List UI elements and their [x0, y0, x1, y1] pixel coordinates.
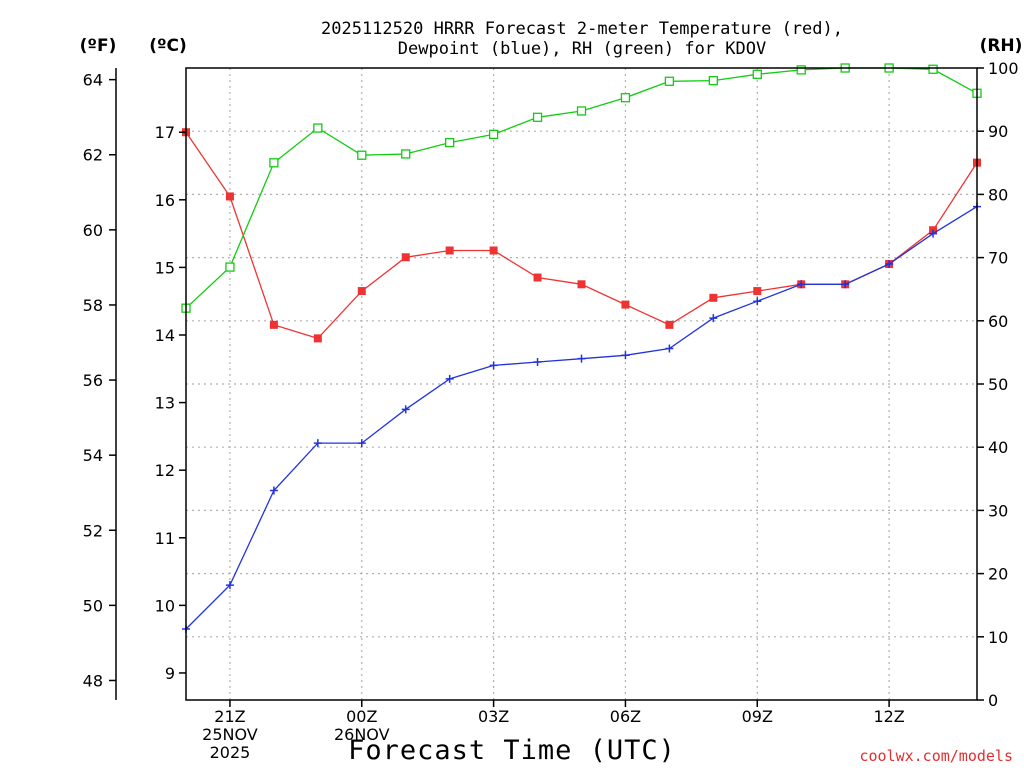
- x-tick-label: 12Z: [873, 707, 904, 726]
- celsius-tick-label: 14: [155, 326, 175, 345]
- rh-tick-label: 0: [988, 691, 998, 710]
- series-layer: [181, 63, 982, 634]
- temperature-point: [621, 300, 630, 309]
- rh-point: [445, 137, 455, 148]
- dewpoint-point: [665, 344, 674, 353]
- dewpoint-point: [313, 439, 322, 448]
- rh-tick-label: 60: [988, 312, 1008, 331]
- rh-tick-label: 10: [988, 628, 1008, 647]
- grid-lines: [186, 68, 977, 700]
- celsius-tick-label: 17: [155, 123, 175, 142]
- rh-unit-label: (RH): [980, 36, 1023, 56]
- rh-point: [401, 149, 411, 159]
- dewpoint-point: [357, 439, 366, 448]
- fahrenheit-tick-label: 50: [83, 596, 103, 615]
- x-axis-label: Forecast Time (UTC): [348, 735, 676, 766]
- celsius-tick-label: 9: [165, 664, 175, 683]
- x-tick-label: 09Z: [742, 707, 773, 726]
- dewpoint-point: [401, 405, 410, 414]
- temperature-point: [489, 246, 498, 255]
- rh-point: [752, 69, 762, 79]
- dewpoint-point: [489, 361, 498, 370]
- rh-point: [664, 76, 675, 86]
- fahrenheit-tick-label: 56: [83, 371, 103, 390]
- rh-tick-label: 100: [988, 59, 1019, 78]
- celsius-tick-label: 16: [155, 191, 175, 210]
- dewpoint-point: [753, 297, 762, 306]
- temperature-point: [709, 293, 718, 302]
- rh-tick-label: 20: [988, 565, 1008, 584]
- x-tick-label: 2025: [210, 743, 251, 762]
- fahrenheit-tick-label: 62: [83, 146, 103, 165]
- x-tick-label: 25NOV: [202, 725, 258, 744]
- dewpoint-point: [533, 358, 542, 367]
- fahrenheit-tick-label: 52: [83, 521, 103, 540]
- rh-point: [708, 75, 718, 86]
- dewpoint-point: [269, 486, 278, 495]
- dewpoint-point: [709, 314, 718, 323]
- x-tick-label: 21Z: [214, 707, 245, 726]
- temperature-point: [269, 320, 278, 329]
- rh-point: [269, 158, 279, 168]
- celsius-unit-label: (ºC): [149, 36, 187, 56]
- celsius-tick-label: 15: [155, 258, 175, 277]
- dewpoint-point: [445, 374, 454, 383]
- fahrenheit-tick-label: 64: [83, 71, 103, 90]
- dewpoint-point: [577, 354, 586, 363]
- dewpoint-point: [885, 260, 894, 269]
- dewpoint-point: [841, 280, 850, 289]
- credit-text: coolwx.com/models: [859, 747, 1013, 765]
- fahrenheit-tick-label: 58: [83, 296, 103, 315]
- temperature-point: [357, 287, 366, 296]
- rh-tick-label: 70: [988, 249, 1008, 268]
- temperature-point: [665, 320, 674, 329]
- x-tick-label: 26NOV: [334, 725, 390, 744]
- celsius-tick-label: 12: [155, 461, 175, 480]
- fahrenheit-tick-label: 48: [83, 671, 103, 690]
- celsius-tick-label: 13: [155, 394, 175, 413]
- rh-tick-label: 40: [988, 438, 1008, 457]
- dewpoint-point: [797, 280, 806, 289]
- fahrenheit-tick-label: 54: [83, 446, 103, 465]
- rh-point: [532, 112, 543, 122]
- temperature-point: [445, 246, 454, 255]
- x-tick-label: 00Z: [346, 707, 377, 726]
- temperature-point: [577, 280, 586, 289]
- dewpoint-point: [621, 351, 630, 360]
- x-tick-label: 06Z: [610, 707, 641, 726]
- rh-point: [796, 65, 806, 75]
- chart-title-line-2: Dewpoint (blue), RH (green) for KDOV: [398, 39, 766, 59]
- rh-tick-label: 50: [988, 375, 1008, 394]
- fahrenheit-tick-label: 60: [83, 221, 103, 240]
- dewpoint-point: [225, 581, 234, 590]
- rh-tick-label: 30: [988, 501, 1008, 520]
- temperature-point: [533, 273, 542, 282]
- temperature-point: [225, 192, 234, 201]
- celsius-tick-label: 11: [155, 529, 175, 548]
- axes-layer: 9 10 11 12 13 14 15 16 17 48 50 52 54 56 58 60 62 64 0 10 20…: [83, 59, 1019, 762]
- chart-title-line-1: 2025112520 HRRR Forecast 2-meter Tempera…: [321, 19, 843, 39]
- rh-point: [357, 150, 367, 160]
- rh-line: [185, 67, 978, 309]
- celsius-tick-label: 10: [155, 596, 175, 615]
- rh-point: [313, 123, 323, 133]
- temperature-point: [401, 253, 410, 262]
- rh-tick-label: 90: [988, 122, 1008, 141]
- rh-point: [620, 93, 631, 103]
- rh-point: [225, 262, 235, 272]
- rh-point: [488, 129, 499, 140]
- rh-point: [928, 64, 938, 74]
- temperature-point: [313, 334, 322, 343]
- rh-tick-label: 80: [988, 185, 1008, 204]
- temperature-point: [753, 287, 762, 296]
- x-tick-label: 03Z: [478, 707, 509, 726]
- temperature-line: [185, 131, 978, 340]
- rh-point: [576, 106, 587, 116]
- dewpoint-point: [929, 229, 938, 238]
- fahrenheit-unit-label: (ºF): [80, 36, 117, 56]
- dewpoint-line: [185, 206, 978, 630]
